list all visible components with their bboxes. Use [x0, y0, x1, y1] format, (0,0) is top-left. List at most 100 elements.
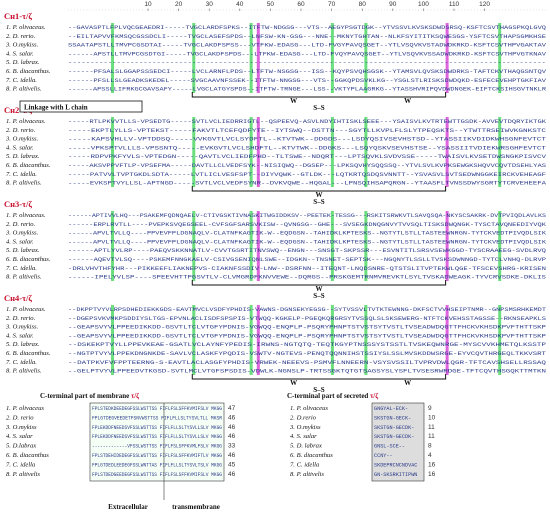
- sequence-length: 11: [428, 433, 435, 440]
- conserved-column: [111, 117, 115, 187]
- ruler-label: 120: [479, 1, 490, 8]
- sequence: --DSKEKPTVYLLPPEVKEAE-GSATLVCLAYNFYPEDIS…: [68, 342, 546, 348]
- cysteine-column: [445, 211, 449, 281]
- sequence: FPLSTEDKDEEDEGFSSLWSTTSS FIFLFSLSFFKVMIF…: [92, 406, 222, 412]
- species-name: 3. O.mykiss.: [5, 230, 39, 237]
- disulfide-bracket: [191, 280, 447, 286]
- species-name: 6. B. diacanthus.: [6, 162, 51, 169]
- sequence: --DKPPTVYVLRPSDHEDIEKKGDS-EAVTMVCLVSDFYP…: [68, 307, 546, 313]
- block-title: Cн2-τ/ζ: [4, 105, 32, 115]
- conserved-column: [364, 23, 368, 93]
- region-label: Extracellular: [108, 503, 148, 511]
- species-name: 7. C. idella.: [6, 265, 37, 272]
- sequence: -----VPKSPTVLLLS-VPSSNTQ-----EVKGVTLVCLS…: [68, 145, 546, 151]
- species-name: 6. B. diacanthus: [6, 452, 49, 459]
- sequence-length: 8: [428, 443, 432, 450]
- cysteine-column: [256, 117, 260, 187]
- sequence: -----KAPSVHLLV-VPTDDSQ-----VVKGVTLVCLSYD…: [68, 137, 546, 143]
- tryptophan-label: W: [404, 379, 411, 387]
- sequence-length: 10: [428, 414, 436, 421]
- sequence: GN-SKSRKITIPWN: [374, 472, 417, 478]
- sequence: FPLSTDEHIDEDEGFSSLWSTTSS FIFLFSLSFFKVMIF…: [92, 453, 222, 459]
- conserved-column: [364, 211, 368, 281]
- species-name: 8. P. altivelis.: [6, 180, 42, 187]
- sequence-box: [371, 402, 425, 482]
- species-name: 7. C. idella.: [6, 359, 37, 366]
- tryptophan-label: W: [315, 191, 322, 199]
- ruler-label: 10: [144, 1, 152, 8]
- sequence: -----PATVVLTVPTGKDLSDTA-----LVTLICLVESFS…: [68, 172, 546, 178]
- species-name: 6. B. diacanthus: [290, 452, 333, 459]
- sequence: ----------------------------------------…: [68, 60, 546, 66]
- species-name: 8. P. altivelis.: [6, 368, 42, 375]
- species-name: 1. P. olivaceus.: [6, 306, 46, 313]
- cysteine-column: [256, 211, 260, 281]
- disulfide-label: S–S: [313, 292, 324, 300]
- sequence: SKDEPRCNCNDVAC: [374, 462, 417, 468]
- sequence-length: 16: [428, 461, 436, 468]
- sequence: -----RDPVPKFYVLS-VPTEDGN-----QAVTLVCLIED…: [68, 154, 546, 160]
- sequence: ------APVLTVLLQ----PPVEVFPLDGNAQLV-CLATN…: [68, 239, 546, 245]
- sequence-length: 47: [228, 405, 236, 412]
- sequence: ------APSSLLIFRKGCGAVSAFY-----LVGCLATGYS…: [68, 87, 546, 93]
- sequence: GNGYAL-ECK-: [374, 406, 408, 412]
- species-name: 8. P. altivelis.: [6, 86, 42, 93]
- conserved-column: [192, 211, 196, 281]
- panel-title: C-terminal part of membrane τ/ζ: [40, 392, 139, 400]
- sequence: SKSTGN-GECDK-: [374, 425, 414, 431]
- conserved-column: [249, 305, 253, 375]
- panel-title-suffix: τ/ζ: [131, 392, 139, 400]
- disulfide-bracket: [191, 186, 447, 192]
- sequence-length: 16: [428, 471, 436, 478]
- sequence: --GAVASPTLFPLVQCGEAEDRI-----TVGCLARDFSPK…: [68, 25, 546, 31]
- sequence-length: 46: [228, 433, 236, 440]
- ruler-label: 100: [418, 1, 429, 8]
- ruler-label: 80: [359, 1, 367, 8]
- species-name: 3. O.mykiss: [289, 424, 321, 431]
- conserved-column: [192, 23, 196, 93]
- disulfide-label: S–S: [313, 198, 324, 206]
- sequence: --GEAPSVYVLPPEEDIKKDD-GSVTLTCLVTGFYPDNIS…: [68, 325, 546, 331]
- conserved-column: [330, 211, 334, 281]
- region-label: transmembrane: [172, 503, 220, 511]
- species-name: 1. P. olivaceus: [290, 405, 328, 412]
- species-name: 4. S. salar: [290, 433, 317, 440]
- sequence: FPLGTDEDLEEDEGFSSLWNTTAS FIFLFLLSLTYSVLT…: [92, 462, 222, 468]
- species-name: 5. D. labrax.: [6, 247, 40, 254]
- sequence: ------PFSLLSLGEADKSKEDEL-----SVGCAAVNFSS…: [68, 78, 546, 84]
- panel-title-text: C-terminal part of secreted: [287, 392, 370, 400]
- conserved-column: [192, 117, 196, 187]
- block-title: Cн3-τ/ζ: [4, 199, 32, 209]
- cysteine-column: [445, 23, 449, 93]
- species-name: 2. D.rerio: [290, 414, 317, 421]
- sequence: ------PFSALSLGGAPSSSEDCI-----LVCLARNFLPD…: [68, 69, 546, 75]
- species-name: 5. D. labrax.: [6, 153, 40, 160]
- sequence: -----RTLPKVVTLLS-VPSEDTG-----SVTLVCLIEDR…: [68, 119, 546, 125]
- species-name: 2. D. rerio.: [6, 221, 36, 228]
- sequence: ------APTIVVLHQ---PSAKEMFQDNQAELV-CTIVGS…: [68, 213, 546, 219]
- species-name: 5. D. labrax.: [6, 341, 40, 348]
- sequence: -------------VFSSLWSTTSS FIFLFSLSFFKVMLF…: [92, 444, 222, 450]
- block-title: Cн4-τ/ζ: [4, 293, 32, 303]
- species-name: 3. O.mykiss.: [5, 136, 39, 143]
- ruler-label: 70: [328, 1, 336, 8]
- species-name: 3. O.mykiss: [5, 424, 37, 431]
- block-title: Cн1-τ/ζ: [4, 11, 32, 21]
- sequence: --NGTPTVYVLPPEKDNGNKDE-SAVLVCLASKFYPQDIS…: [68, 351, 546, 357]
- sequence: SSAATAPSTLLTMVPCGSDTAI-----TVGCLAKDFSPSS…: [68, 43, 546, 49]
- sequence: FPLGTDEGVEEDETFSNVWSTTSS FIFLFLLSLTYSVLT…: [92, 415, 222, 421]
- species-name: 2. D. rerio.: [6, 315, 36, 322]
- conserved-column: [498, 305, 502, 375]
- conserved-column: [330, 23, 334, 93]
- sequence-box: [89, 402, 225, 482]
- species-name: 8. P. altivelis: [6, 471, 40, 478]
- species-name: 3. O.mykiss.: [5, 42, 39, 49]
- species-name: 7. C. idella.: [6, 171, 37, 178]
- species-name: 5. D.labrax: [6, 443, 36, 450]
- conserved-column: [111, 305, 115, 375]
- species-name: 4. S. salar.: [6, 238, 34, 245]
- conserved-column: [330, 117, 334, 187]
- sequence-length: 11: [428, 424, 435, 431]
- linkage-label: Linkage with L chain: [24, 104, 88, 112]
